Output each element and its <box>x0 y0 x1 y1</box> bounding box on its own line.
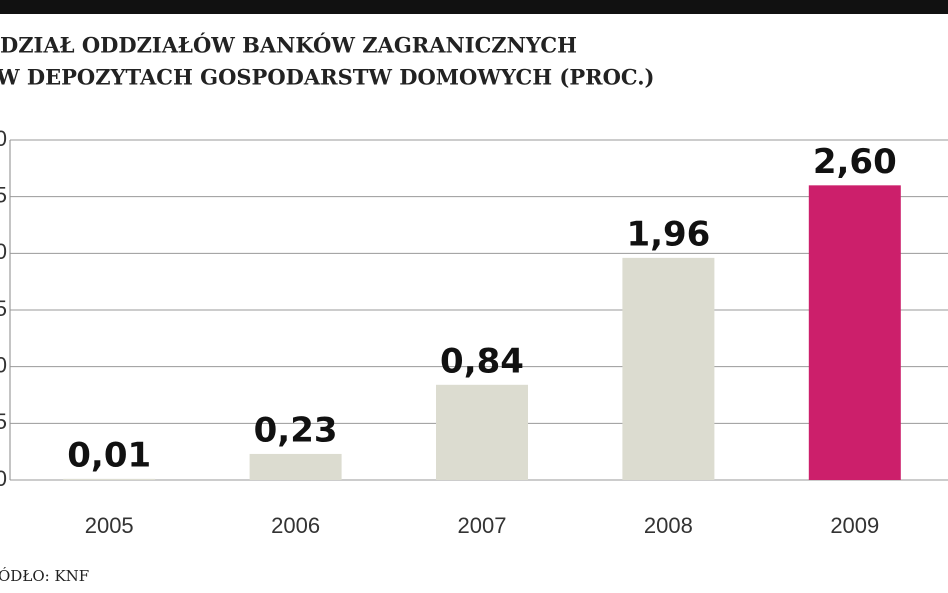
y-tick-label: 0,5 <box>0 409 7 434</box>
y-tick-label: 1,5 <box>0 296 7 321</box>
y-tick-label: 2,5 <box>0 182 7 207</box>
value-label: 1,96 <box>626 214 710 254</box>
value-label: 0,23 <box>254 410 338 450</box>
value-label: 0,84 <box>440 341 524 381</box>
value-label: 0,01 <box>67 435 151 475</box>
bar <box>249 453 342 480</box>
source: ÓDŁO: KNF <box>0 567 89 585</box>
x-tick-label: 2009 <box>830 513 879 538</box>
y-tick-label: 1,0 <box>0 352 7 377</box>
bar <box>808 185 901 481</box>
bar <box>63 478 156 480</box>
x-tick-label: 2006 <box>271 513 320 538</box>
x-tick-label: 2005 <box>85 513 134 538</box>
y-tick-label: 0,0 <box>0 466 7 491</box>
y-tick-label: 3,0 <box>0 126 7 151</box>
chart-title: DZIAŁ ODDZIAŁÓW BANKÓW ZAGRANICZNYCH <box>0 33 577 58</box>
top-band <box>0 0 948 14</box>
x-tick-label: 2007 <box>458 513 507 538</box>
y-tick-label: 2,0 <box>0 239 7 264</box>
bar <box>436 384 528 480</box>
bar <box>622 257 715 480</box>
x-tick-label: 2008 <box>644 513 693 538</box>
value-label: 2,60 <box>813 142 897 182</box>
chart-title: W DEPOZYTACH GOSPODARSTW DOMOWYCH (PROC.… <box>0 65 654 90</box>
